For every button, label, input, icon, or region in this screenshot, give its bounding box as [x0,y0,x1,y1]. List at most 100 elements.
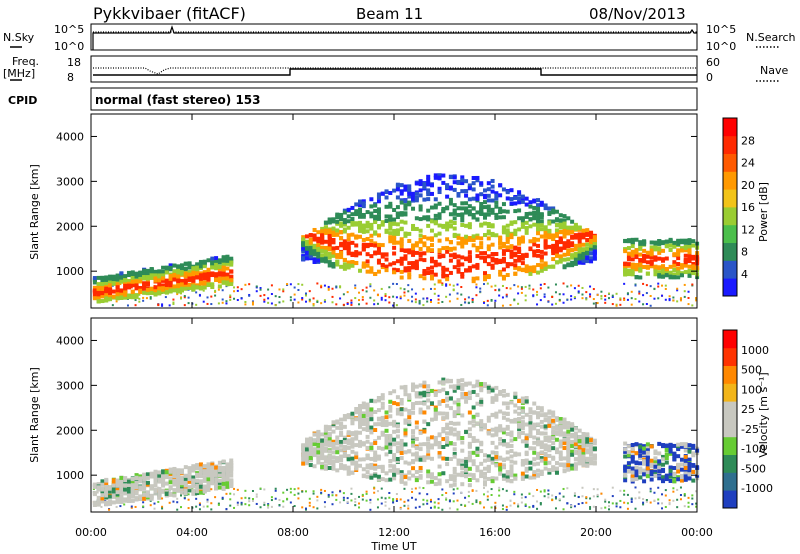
echo-cell [206,258,211,263]
echo-cell [418,193,423,198]
echo-cell [346,302,349,305]
echo-cell [221,481,226,486]
echo-cell [411,487,414,490]
freq-tick-bottom: 8 [67,71,74,84]
cpid-panel [90,87,698,111]
echo-cell [323,432,328,437]
echo-cell [323,256,328,261]
echo-cell [554,461,559,466]
echo-cell [422,185,427,190]
echo-cell [513,419,518,424]
echo-cell [452,246,457,251]
echo-cell [532,410,537,415]
echo-cell [115,282,120,287]
echo-cell [691,239,696,244]
echo-cell [570,234,575,239]
echo-cell [638,244,643,249]
echo-cell [149,273,154,278]
echo-cell [195,483,200,488]
echo-cell [653,240,658,245]
echo-cell [456,487,459,490]
echo-cell [108,288,113,293]
echo-cell [304,251,309,256]
echo-cell [301,449,306,454]
echo-cell [286,497,289,500]
echo-cell [566,263,571,268]
echo-cell [570,463,575,468]
echo-cell [448,201,453,206]
echo-cell [233,493,236,496]
echo-cell [210,303,213,306]
echo-cell [92,488,95,491]
echo-cell [630,263,635,268]
echo-cell [448,293,451,296]
echo-cell [198,508,201,511]
echo-cell [392,455,397,460]
echo-cell [418,179,423,184]
echo-cell [547,435,552,440]
echo-cell [429,456,434,461]
echo-cell [498,240,503,245]
echo-cell [206,467,211,472]
echo-cell [342,464,347,469]
echo-cell [373,208,378,213]
echo-cell [566,487,569,490]
echo-cell [679,273,684,278]
echo-cell [168,501,171,504]
echo-cell [411,443,416,448]
echo-cell [543,206,548,211]
echo-cell [683,283,686,286]
echo-cell [528,434,533,439]
echo-cell [418,465,423,470]
echo-cell [528,424,533,429]
echo-cell [592,298,595,301]
echo-cell [539,219,544,224]
echo-cell [524,496,527,499]
echo-cell [229,274,234,279]
echo-cell [634,275,639,280]
echo-cell [161,497,164,500]
echo-cell [467,222,472,227]
echo-cell [532,472,537,477]
echo-cell [581,228,586,233]
echo-cell [672,240,677,245]
echo-cell [581,463,586,468]
echo-cell [464,504,467,507]
echo-cell [130,279,135,284]
echo-cell [596,302,599,305]
echo-cell [339,422,344,427]
echo-cell [475,478,480,483]
echo-cell [452,400,457,405]
echo-cell [426,469,431,474]
echo-cell [464,298,467,301]
echo-cell [134,304,137,307]
echo-cell [323,464,328,469]
echo-cell [191,489,196,494]
echo-cell [661,274,666,279]
echo-cell [532,238,537,243]
echo-cell [441,444,446,449]
echo-cell [104,296,109,301]
echo-cell [327,234,332,239]
echo-cell [388,191,393,196]
echo-cell [691,271,696,276]
echo-cell [585,496,588,499]
echo-cell [490,456,495,461]
echo-cell [229,458,234,463]
echo-cell [581,495,584,498]
echo-cell [494,200,499,205]
echo-cell [138,279,143,284]
echo-cell [558,439,563,444]
echo-cell [626,292,629,295]
echo-cell [361,427,366,432]
echo-cell [248,504,251,507]
echo-cell [361,493,364,496]
echo-cell [554,232,559,237]
echo-cell [335,228,340,233]
echo-cell [543,295,546,298]
echo-cell [100,282,105,287]
echo-cell [180,282,185,287]
echo-cell [464,189,469,194]
echo-cell [441,471,446,476]
echo-cell [267,503,270,506]
